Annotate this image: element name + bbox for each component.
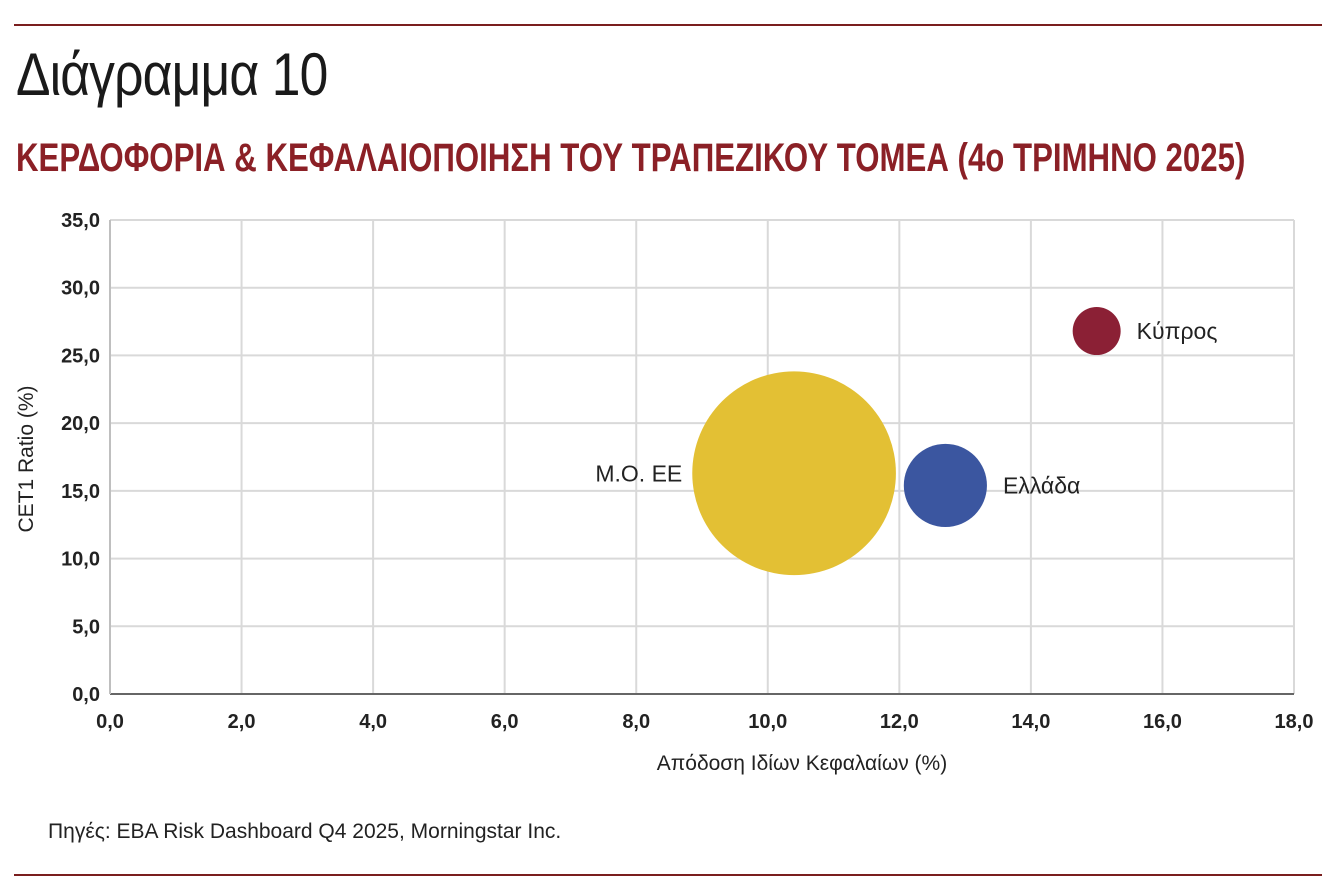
axes — [109, 220, 1294, 695]
x-tick-label: 10,0 — [748, 711, 787, 733]
x-tick-label: 8,0 — [622, 711, 650, 733]
data-point-label: Ελλάδα — [1003, 472, 1080, 498]
data-point-label: Κύπρος — [1137, 318, 1218, 344]
y-tick-label: 20,0 — [61, 413, 100, 435]
y-tick-label: 10,0 — [61, 549, 100, 571]
y-tick-labels: 0,0 5,0 10,0 15,0 20,0 25,0 30,0 35,0 — [61, 210, 100, 706]
x-tick-label: 2,0 — [228, 711, 256, 733]
data-point — [692, 371, 896, 576]
y-tick-label: 15,0 — [61, 481, 100, 503]
data-point-label: Μ.Ο. ΕΕ — [595, 460, 682, 486]
x-tick-label: 4,0 — [359, 711, 387, 733]
y-tick-label: 30,0 — [61, 278, 100, 300]
data-point — [1072, 307, 1121, 356]
top-rule — [14, 24, 1322, 26]
x-tick-label: 6,0 — [491, 711, 519, 733]
data-points: Κύπρος Μ.Ο. ΕΕ Ελλάδα — [595, 307, 1218, 576]
x-tick-label: 16,0 — [1143, 711, 1182, 733]
chart-title: ΚΕΡΔΟΦΟΡΙΑ & ΚΕΦΑΛΑΙΟΠΟΙΗΣΗ ΤΟΥ ΤΡΑΠΕΖΙΚ… — [16, 136, 1246, 180]
figure-label: Διάγραμμα 10 — [16, 41, 328, 108]
data-point — [903, 443, 987, 528]
source-note: Πηγές: EBA Risk Dashboard Q4 2025, Morni… — [48, 820, 562, 843]
x-tick-label: 14,0 — [1011, 711, 1050, 733]
y-axis-label: CET1 Ratio (%) — [15, 385, 38, 532]
x-tick-label: 12,0 — [880, 711, 919, 733]
y-tick-label: 35,0 — [61, 210, 100, 232]
y-tick-label: 25,0 — [61, 345, 100, 367]
bottom-rule — [14, 874, 1322, 876]
x-axis-label: Απόδοση Ιδίων Κεφαλαίων (%) — [657, 752, 947, 775]
x-tick-label: 0,0 — [96, 711, 124, 733]
x-tick-label: 18,0 — [1275, 711, 1314, 733]
y-tick-label: 5,0 — [72, 616, 100, 638]
x-tick-labels: 0,0 2,0 4,0 6,0 8,0 10,0 12,0 14,0 16,0 18,0 — [96, 711, 1313, 733]
y-tick-label: 0,0 — [72, 684, 100, 706]
